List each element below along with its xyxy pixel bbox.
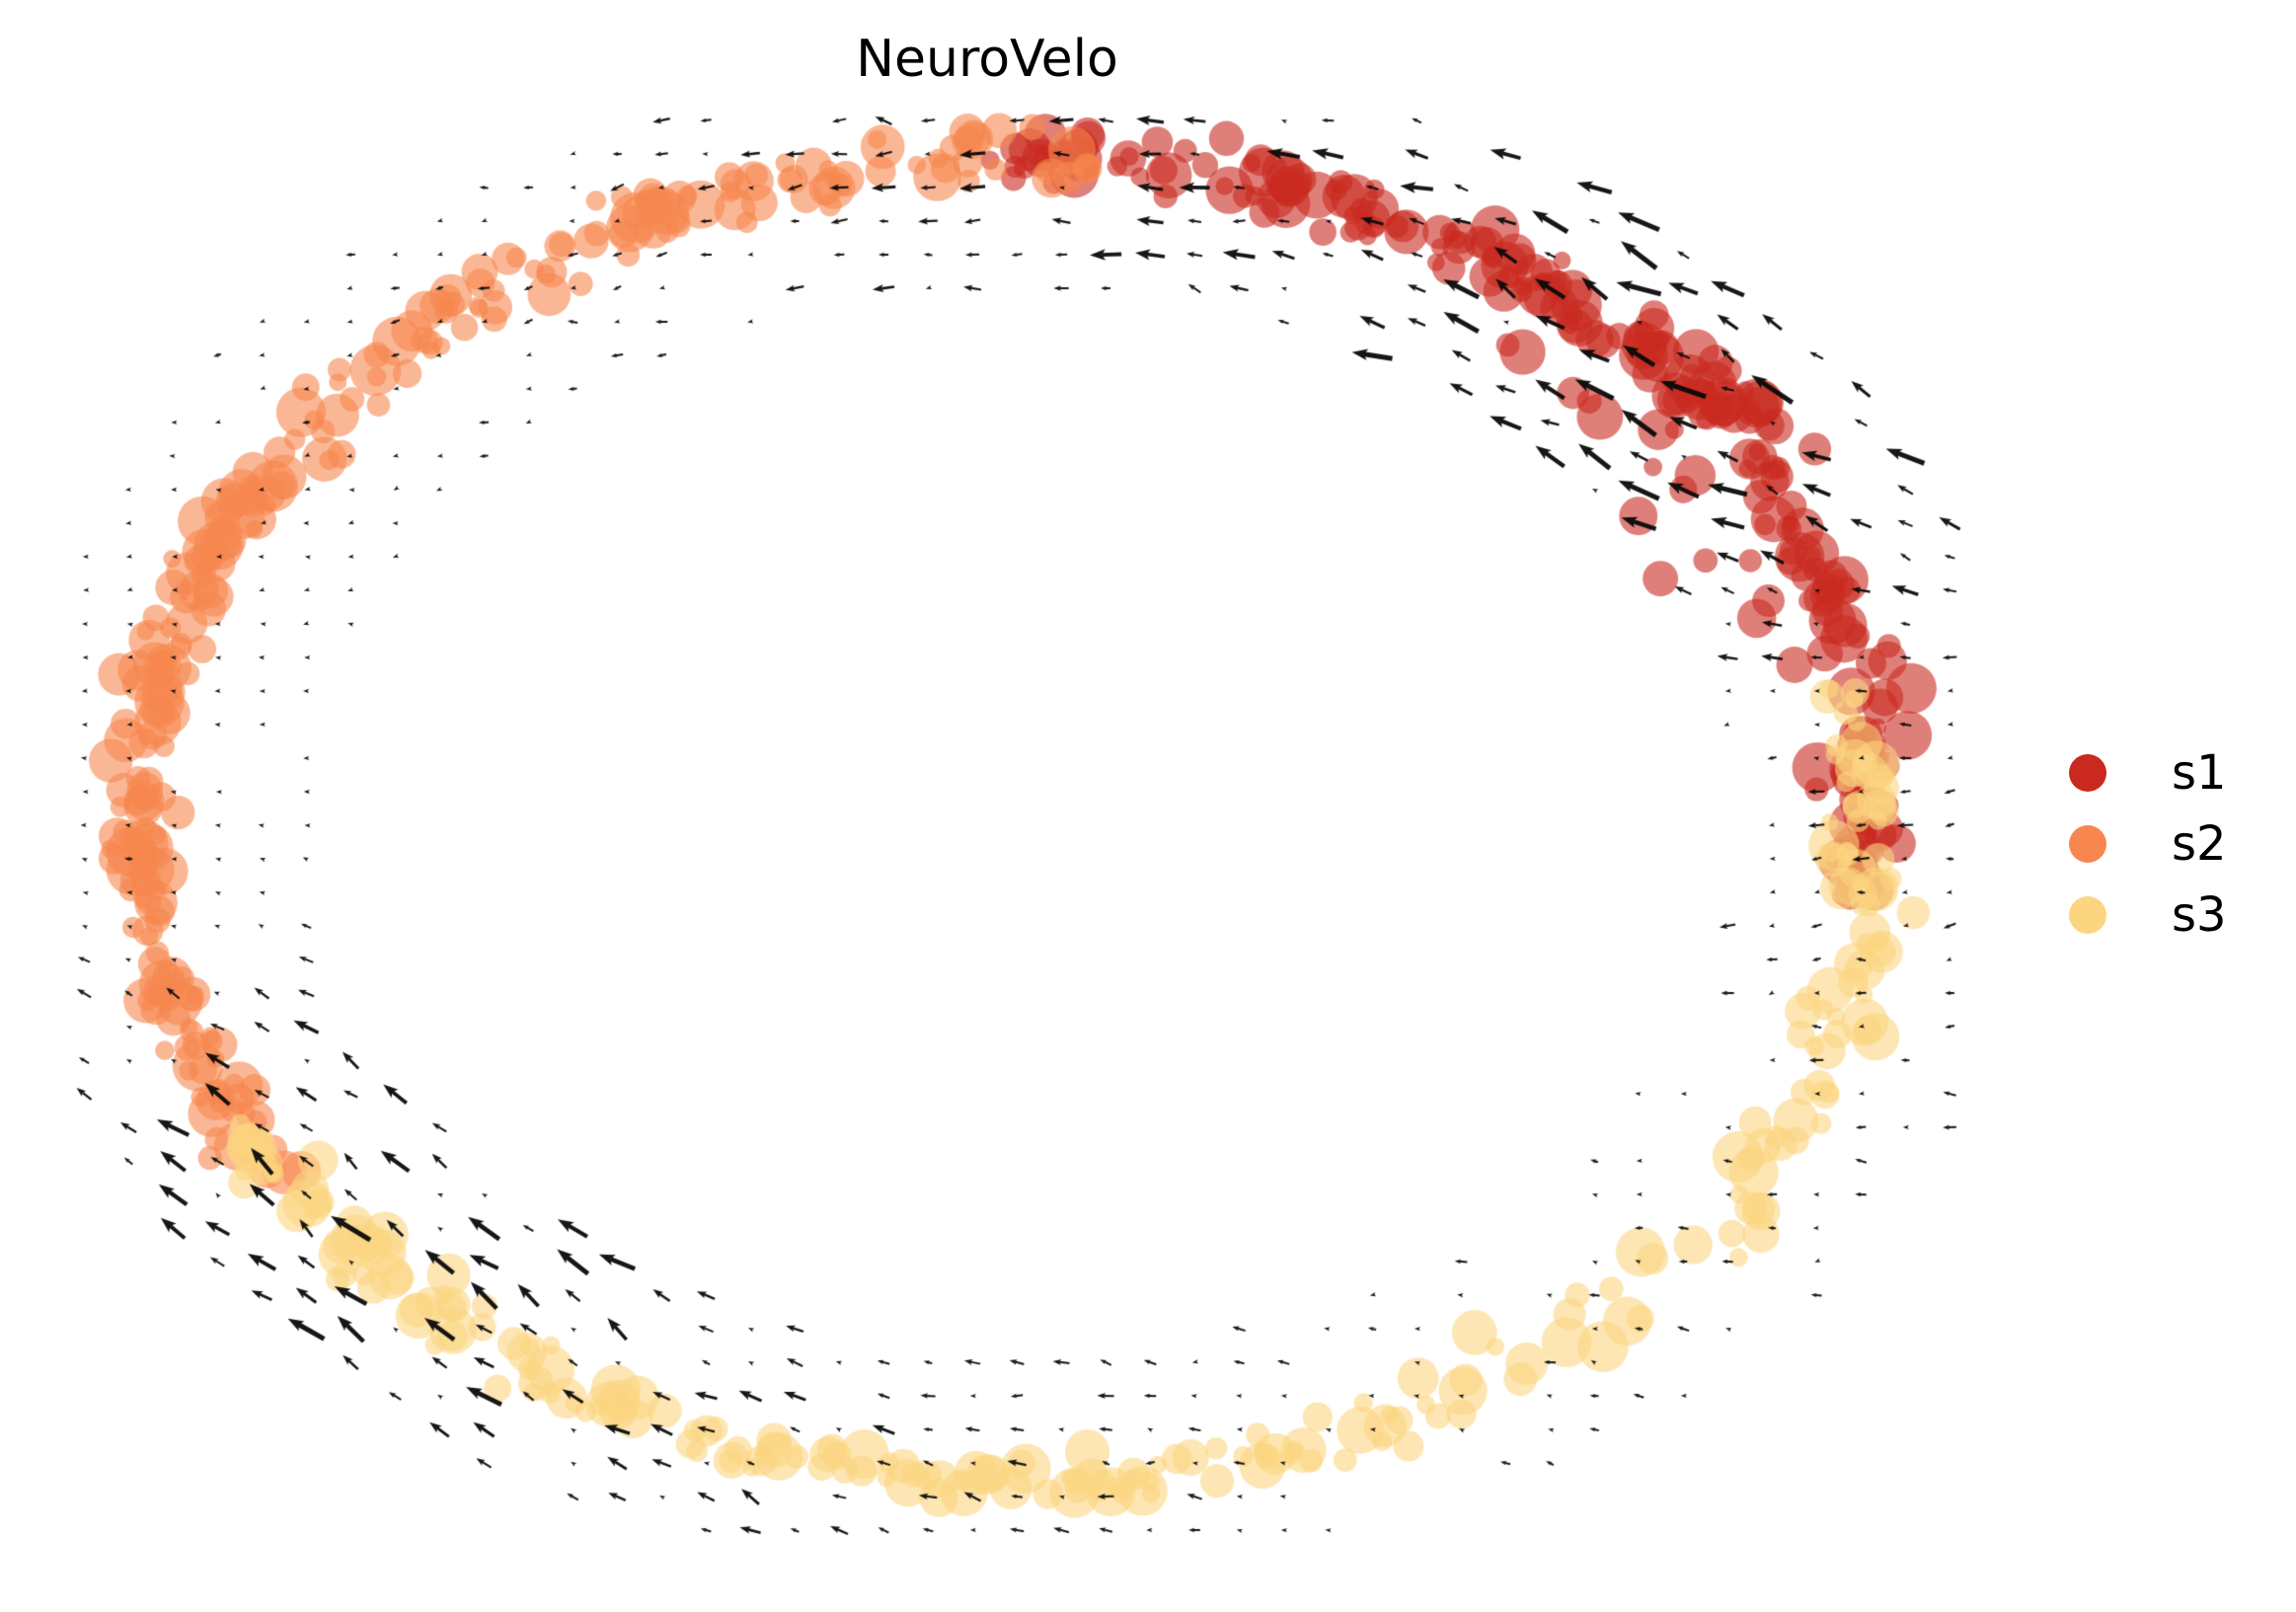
legend-marker-s2-icon <box>2069 825 2106 863</box>
legend-marker-s3-icon <box>2069 896 2106 934</box>
legend-item-s3: s3 <box>2069 880 2227 951</box>
chart-title: NeuroVelo <box>856 30 1118 89</box>
legend-label-s1: s1 <box>2172 745 2227 801</box>
legend-label-s3: s3 <box>2172 887 2227 943</box>
legend-label-s2: s2 <box>2172 816 2227 872</box>
legend-item-s2: s2 <box>2069 808 2227 880</box>
legend: s1 s2 s3 <box>2069 737 2227 951</box>
legend-item-s1: s1 <box>2069 737 2227 808</box>
legend-marker-s1-icon <box>2069 754 2106 792</box>
